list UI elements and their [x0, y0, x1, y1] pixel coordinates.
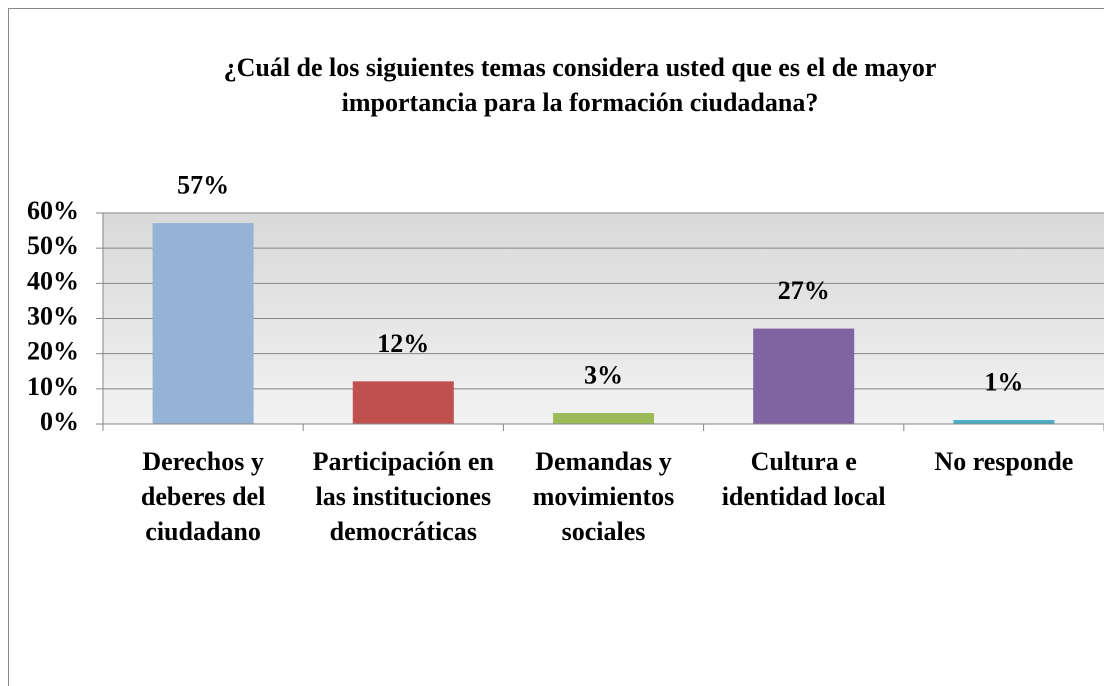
bar: [953, 419, 1055, 425]
x-tick-label: Demandas y movimientos sociales: [532, 447, 675, 546]
value-label: 1%: [984, 367, 1023, 396]
y-tick-label: 40%: [27, 266, 79, 295]
bar: [753, 328, 855, 425]
x-tick-label: Derechos y deberes del ciudadano: [140, 447, 266, 546]
bar: [552, 412, 655, 425]
value-label: 3%: [584, 360, 623, 389]
chart-title: ¿Cuál de los siguientes temas considera …: [223, 53, 937, 117]
bar: [152, 223, 254, 425]
x-tick-label: Participación en las instituciones democ…: [312, 447, 494, 546]
value-label: 12%: [377, 329, 429, 358]
y-tick-label: 20%: [27, 337, 79, 366]
y-tick-label: 0%: [40, 407, 79, 436]
y-tick-label: 60%: [27, 196, 79, 225]
value-label: 27%: [778, 276, 830, 305]
x-tick-label: No responde: [934, 447, 1074, 476]
y-tick-label: 10%: [27, 372, 79, 401]
y-tick-label: 50%: [27, 231, 79, 260]
y-tick-label: 30%: [27, 301, 79, 330]
bar: [352, 381, 454, 425]
value-label: 57%: [177, 171, 229, 200]
x-tick-label: Cultura e identidad local: [721, 447, 886, 511]
